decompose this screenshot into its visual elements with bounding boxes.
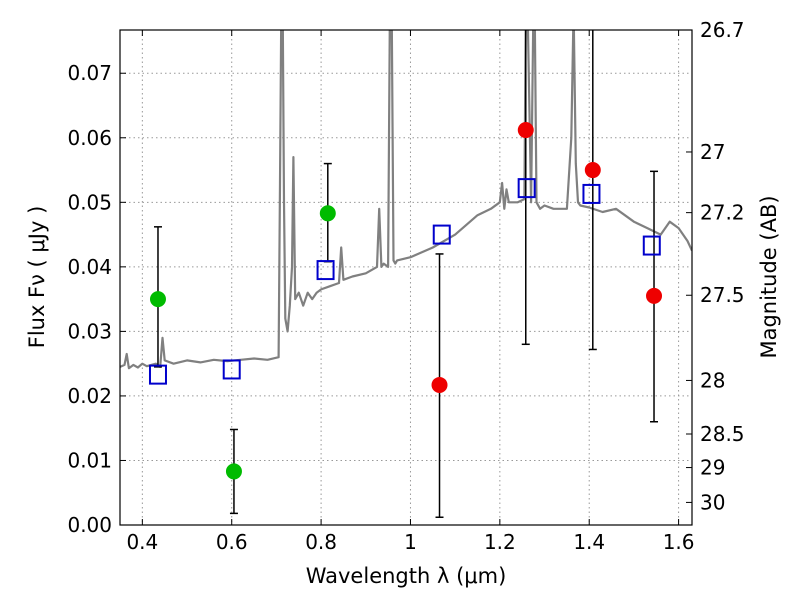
model-photometry-square <box>517 178 536 199</box>
data-point <box>149 291 166 308</box>
y2-tick-label: 27 <box>700 140 725 164</box>
y2-tick-label: 27.2 <box>700 201 745 225</box>
y2-tick-label: 28 <box>700 368 725 392</box>
y-tick-label: 0.07 <box>67 61 112 85</box>
y-tick-label: 0.05 <box>67 190 112 214</box>
data-point <box>584 162 601 179</box>
spectrum-line <box>120 30 692 370</box>
x-tick-label: 1.6 <box>663 530 695 554</box>
x-tick-label: 0.6 <box>216 530 248 554</box>
grid <box>120 30 692 526</box>
y-tick-label: 0.01 <box>67 448 112 472</box>
model-photometry-square <box>316 260 335 281</box>
plot-area <box>120 30 692 519</box>
y2-tick-label: 27.5 <box>700 283 745 307</box>
model-photometry-square <box>222 359 241 380</box>
data-point <box>225 463 242 480</box>
x-tick-label: 1.4 <box>573 530 605 554</box>
y-axis-label: Flux Fν ( μJy ) <box>25 206 49 349</box>
data-point <box>517 122 534 139</box>
model-photometry-square <box>432 224 451 245</box>
model-photometry-square <box>148 364 167 385</box>
y2-tick-label: 29 <box>700 456 725 480</box>
y-tick-label: 0.03 <box>67 319 112 343</box>
data-point <box>431 376 448 393</box>
x-tick-label: 0.8 <box>305 530 337 554</box>
x-tick-label: 0.4 <box>126 530 158 554</box>
y-tick-label: 0.04 <box>67 255 112 279</box>
data-point <box>319 205 336 222</box>
model-photometry-square <box>582 183 601 204</box>
x-tick-label: 1 <box>404 530 417 554</box>
y2-tick-label: 26.7 <box>700 18 745 42</box>
plot-frame <box>119 29 693 526</box>
y-tick-label: 0.06 <box>67 126 112 150</box>
model-photometry-square <box>642 235 661 256</box>
y2-tick-label: 28.5 <box>700 422 745 446</box>
y2-axis-label: Magnitude (AB) <box>757 195 781 358</box>
x-axis-label: Wavelength λ (μm) <box>306 564 507 588</box>
data-point <box>646 287 663 304</box>
y-tick-label: 0.02 <box>67 384 112 408</box>
x-tick-label: 1.2 <box>484 530 516 554</box>
y2-tick-label: 30 <box>700 490 725 514</box>
axes-ticks: 0.4 0.6 0.8 1 1.2 1.4 1.6 0.00 0.01 0.02 0.03 0.04 0… <box>67 18 744 554</box>
y-tick-label: 0.00 <box>67 513 112 537</box>
